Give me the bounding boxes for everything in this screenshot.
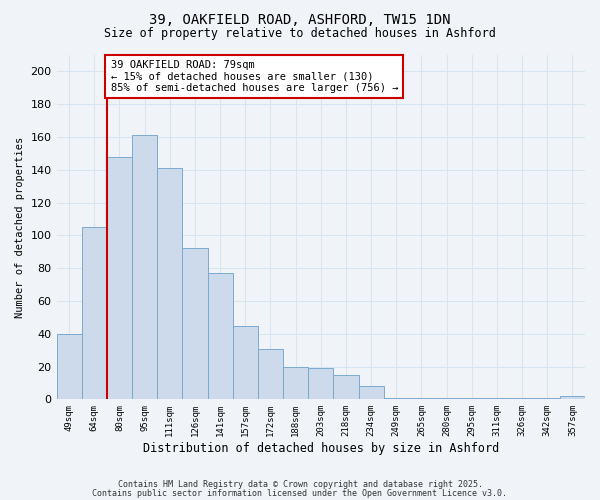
Bar (82, 227, 107, 400)
Bar (308, 368, 334, 400)
Text: 39, OAKFIELD ROAD, ASHFORD, TW15 1DN: 39, OAKFIELD ROAD, ASHFORD, TW15 1DN (149, 12, 451, 26)
Bar (132, 136, 157, 400)
Bar (484, 398, 509, 400)
Text: 39 OAKFIELD ROAD: 79sqm
← 15% of detached houses are smaller (130)
85% of semi-d: 39 OAKFIELD ROAD: 79sqm ← 15% of detache… (110, 60, 398, 93)
Bar (334, 374, 359, 400)
Y-axis label: Number of detached properties: Number of detached properties (15, 136, 25, 318)
Bar (409, 398, 434, 400)
Bar (107, 156, 132, 400)
Bar (434, 398, 459, 400)
Bar (56, 334, 82, 400)
Bar (560, 396, 585, 400)
Bar (509, 398, 535, 400)
Bar (383, 398, 409, 400)
Bar (535, 398, 560, 400)
Bar (182, 248, 208, 400)
Text: Contains HM Land Registry data © Crown copyright and database right 2025.: Contains HM Land Registry data © Crown c… (118, 480, 482, 489)
Text: Size of property relative to detached houses in Ashford: Size of property relative to detached ho… (104, 28, 496, 40)
Bar (258, 348, 283, 400)
Bar (283, 366, 308, 400)
Text: Contains public sector information licensed under the Open Government Licence v3: Contains public sector information licen… (92, 488, 508, 498)
Bar (359, 386, 383, 400)
Bar (459, 398, 484, 400)
Bar (157, 168, 182, 400)
X-axis label: Distribution of detached houses by size in Ashford: Distribution of detached houses by size … (143, 442, 499, 455)
Bar (208, 273, 233, 400)
Bar (233, 326, 258, 400)
